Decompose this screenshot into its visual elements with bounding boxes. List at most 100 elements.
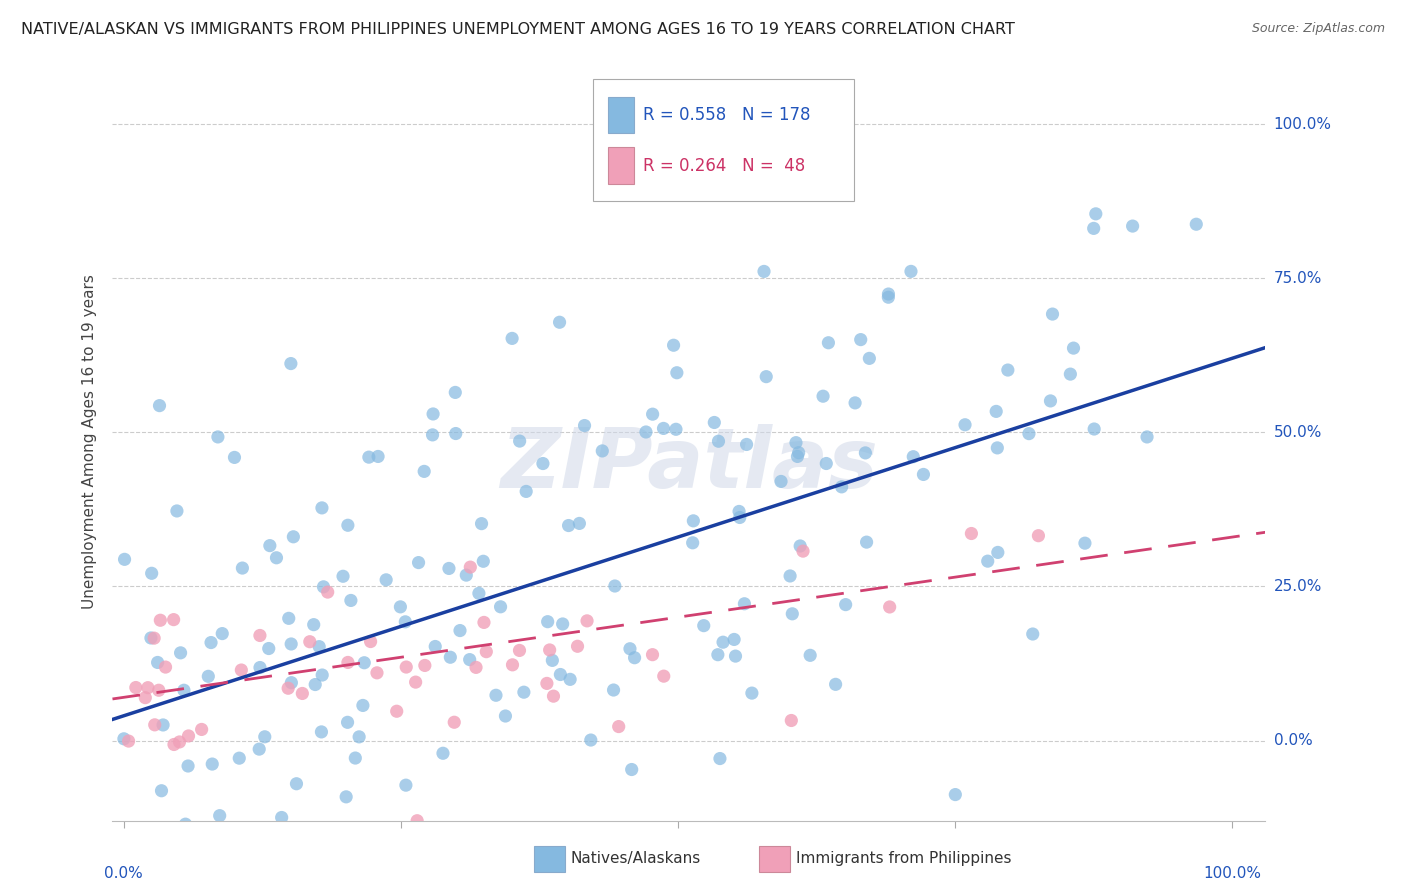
Point [367,450,389,464]
Point [682,536,704,550]
Point [591,444,613,458]
Point [422,428,444,442]
Point [200,635,222,649]
Point [986,441,1008,455]
Point [662,338,685,352]
Point [190,723,212,737]
Point [1028,529,1050,543]
Point [912,467,935,482]
Point [568,516,591,531]
Point [231,663,253,677]
Point [112,731,135,746]
Point [824,677,846,691]
Point [375,573,398,587]
Point [858,351,880,366]
Point [494,709,516,723]
Point [755,369,778,384]
Bar [609,147,634,184]
Point [472,554,495,568]
Point [641,407,664,421]
Point [686,827,709,841]
Point [977,554,1000,568]
Point [312,580,335,594]
Point [509,434,531,448]
Point [266,550,288,565]
Point [460,560,482,574]
Point [120,829,142,843]
Point [458,652,481,666]
Point [360,634,382,648]
Point [576,614,599,628]
Text: Natives/Alaskans: Natives/Alaskans [571,852,702,866]
Point [143,718,166,732]
Point [316,585,339,599]
Point [299,876,322,890]
Text: 0.0%: 0.0% [1274,733,1312,748]
Point [155,660,177,674]
Point [623,650,645,665]
Point [603,579,626,593]
Point [855,535,877,549]
Point [711,635,734,649]
Point [558,673,581,687]
Point [291,686,314,700]
Point [723,632,745,647]
Point [357,450,380,465]
Point [707,648,730,662]
Point [508,643,530,657]
Point [527,821,550,835]
Point [249,660,271,674]
Point [849,333,872,347]
Point [302,617,325,632]
Point [163,738,186,752]
Point [280,637,302,651]
Point [515,484,537,499]
Point [201,757,224,772]
Point [285,777,308,791]
Text: Source: ZipAtlas.com: Source: ZipAtlas.com [1251,22,1385,36]
Text: R = 0.264   N =  48: R = 0.264 N = 48 [643,157,806,175]
Point [567,640,589,654]
Point [439,650,461,665]
Point [134,690,156,705]
Point [782,607,804,621]
Point [336,656,359,670]
Point [432,746,454,760]
Point [207,430,229,444]
Point [541,653,564,667]
Point [447,872,470,887]
Point [148,683,170,698]
Point [335,789,357,804]
Point [735,437,758,451]
Y-axis label: Unemployment Among Ages 16 to 19 years: Unemployment Among Ages 16 to 19 years [82,274,97,609]
Point [344,751,367,765]
Point [472,615,495,630]
Point [619,641,641,656]
Point [537,615,560,629]
Point [257,641,280,656]
Point [444,426,467,441]
Point [166,504,188,518]
Point [443,715,465,730]
Point [169,735,191,749]
Point [277,611,299,625]
Point [634,425,657,439]
Point [422,407,444,421]
Point [228,751,250,765]
Point [724,649,747,664]
Point [231,561,253,575]
Point [408,556,430,570]
Point [612,119,634,133]
Point [146,656,169,670]
Point [139,631,162,645]
Point [311,725,333,739]
Bar [609,96,634,133]
Point [741,686,763,700]
Point [465,660,488,674]
Point [943,788,966,802]
Point [347,730,370,744]
Point [652,421,675,435]
Point [138,874,160,888]
Point [449,624,471,638]
Point [340,593,363,607]
